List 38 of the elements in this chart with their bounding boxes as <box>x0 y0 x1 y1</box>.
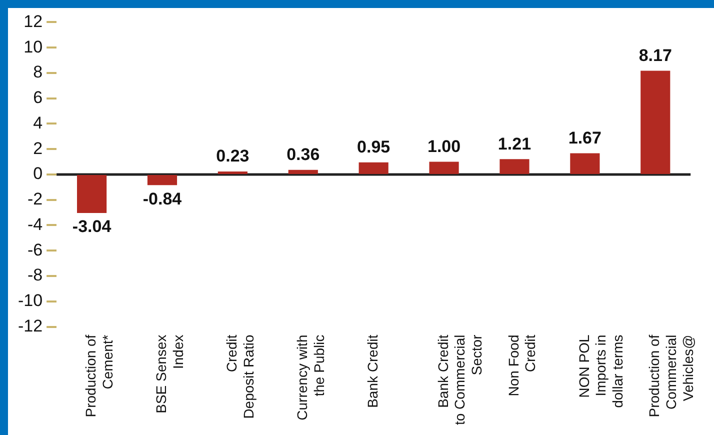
y-tick-label: 10 <box>24 37 43 56</box>
x-tick-label: Bank Credit <box>364 334 380 408</box>
y-tick-label: -12 <box>18 316 43 336</box>
data-label: 0.36 <box>286 145 320 164</box>
bar <box>570 153 600 174</box>
y-tick-label: -8 <box>27 266 43 285</box>
y-tick-label: -6 <box>27 240 43 260</box>
y-tick-label: -10 <box>18 291 43 310</box>
data-label: -0.84 <box>142 189 182 208</box>
data-label: 1.00 <box>427 136 461 156</box>
x-tick-label: Currency with the Public <box>294 334 327 420</box>
data-label: 0.95 <box>357 138 390 157</box>
bar <box>288 170 318 174</box>
bar <box>500 159 530 174</box>
bar <box>77 174 107 214</box>
y-tick-label: 4 <box>33 113 43 132</box>
y-tick-label: -2 <box>27 190 43 209</box>
x-tick-label: BSE Sensex Index <box>153 334 186 414</box>
data-label: 0.23 <box>216 146 250 166</box>
x-tick-label: Production of Cement* <box>82 334 116 418</box>
bar <box>640 70 670 174</box>
bar <box>147 174 178 186</box>
y-tick-label: 6 <box>33 88 43 108</box>
x-tick-label: Credit Deposit Ratio <box>224 334 256 419</box>
x-tick-label: Non Food Credit <box>505 334 538 396</box>
x-tick-label: Bank Credit to Commercial Sector <box>434 334 484 426</box>
y-tick-label: 8 <box>33 62 43 82</box>
data-label: 8.17 <box>638 46 672 65</box>
x-tick-label: NON POL Imports in dollar terms <box>576 334 626 408</box>
y-tick-label: 2 <box>33 138 43 158</box>
bar <box>429 162 459 174</box>
data-label: 1.21 <box>498 134 532 154</box>
bar <box>358 162 388 174</box>
y-tick-label: 0 <box>33 164 43 184</box>
data-label: 1.67 <box>568 128 602 148</box>
y-tick-label: 12 <box>24 12 43 31</box>
y-tick-label: -4 <box>27 214 43 234</box>
data-label: -3.04 <box>72 217 112 236</box>
